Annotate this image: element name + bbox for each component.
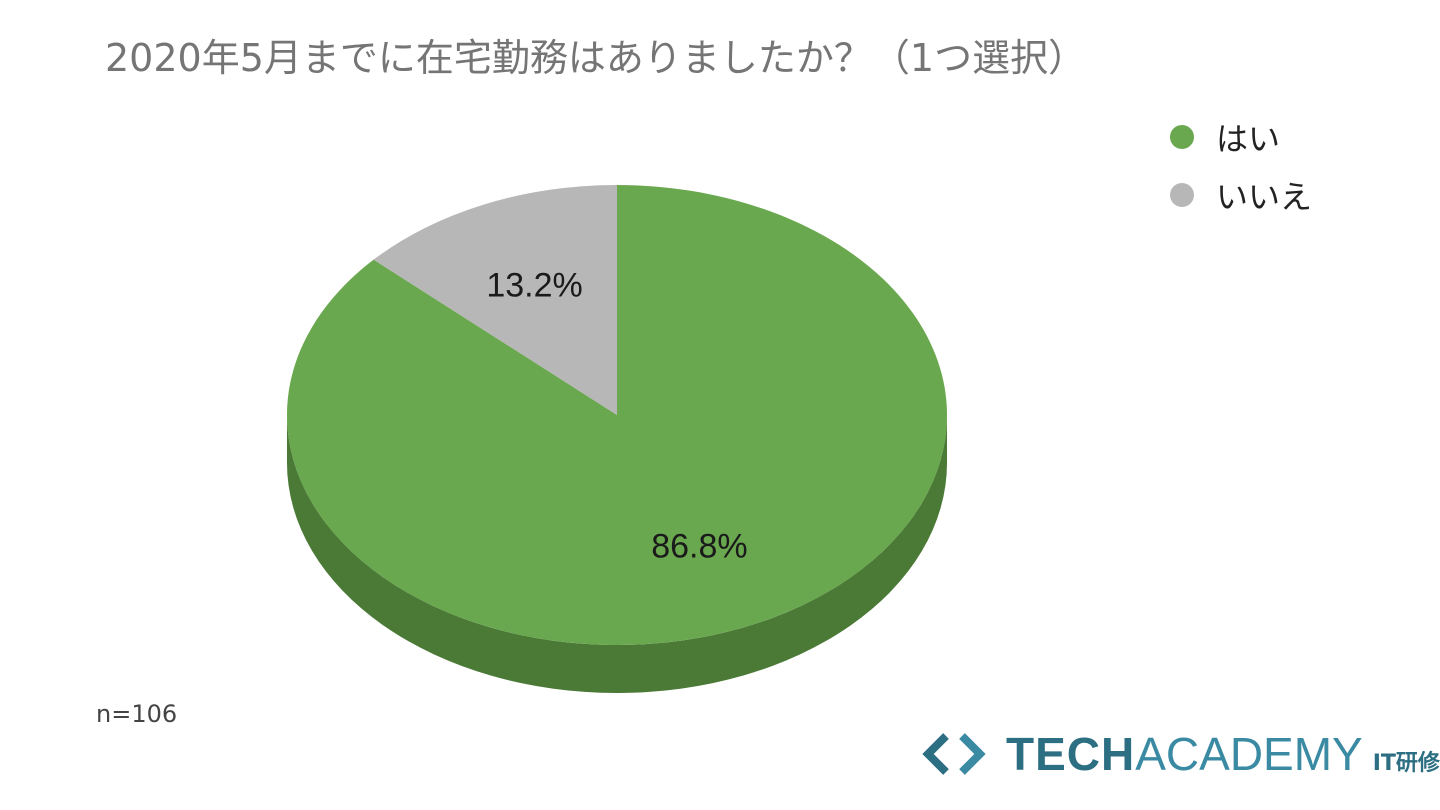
pie-side-yes xyxy=(287,415,947,693)
legend-label-no: いいえ xyxy=(1216,178,1313,216)
brand-logo: TECH ACADEMY IT研修 xyxy=(922,722,1440,786)
chart-title: 2020年5月までに在宅勤務はありましたか？（1つ選択） xyxy=(105,36,1087,80)
pie-top-group xyxy=(286,185,947,645)
legend-item-yes[interactable]: はい xyxy=(1170,108,1312,166)
legend-item-no[interactable]: いいえ xyxy=(1170,166,1312,224)
pie-label-group: 86.8% 13.2% xyxy=(486,266,747,565)
pie-slice-no[interactable] xyxy=(373,185,617,415)
brand-name-light: ACADEMY xyxy=(1135,728,1363,780)
legend-label-yes: はい xyxy=(1216,120,1281,158)
data-label-no: 13.2% xyxy=(486,266,582,304)
brand-name-bold: TECH xyxy=(1006,728,1136,780)
pie-side-group xyxy=(287,415,947,693)
data-label-yes: 86.8% xyxy=(651,528,747,566)
legend-swatch-no xyxy=(1170,183,1194,207)
sample-size-note: n=106 xyxy=(96,700,178,728)
legend: はい いいえ xyxy=(1170,108,1312,224)
legend-swatch-yes xyxy=(1170,125,1194,149)
brand-suffix: IT研修 xyxy=(1372,751,1440,776)
code-brackets-icon xyxy=(922,733,986,775)
